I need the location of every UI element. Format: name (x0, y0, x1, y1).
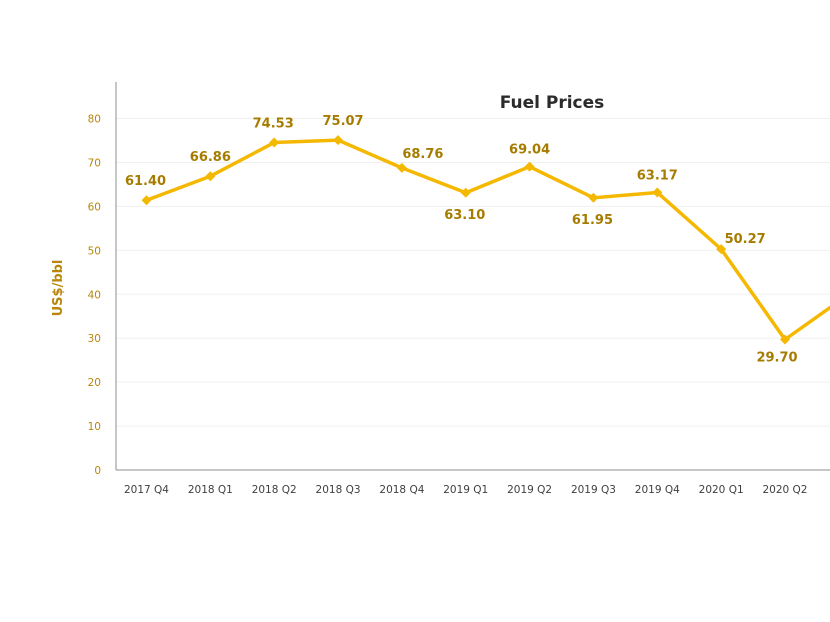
data-point-marker (716, 244, 727, 255)
data-point-marker (205, 171, 216, 182)
y-tick-label: 40 (88, 289, 101, 301)
x-tick-label: 2019 Q4 (635, 484, 680, 496)
data-label: 63.17 (637, 168, 678, 183)
series-group: 61.40 66.86 74.53 75.07 68.76 63.10 69.04 61.95… (125, 114, 830, 366)
data-label: 69.04 (509, 143, 550, 158)
y-tick-label: 30 (88, 333, 101, 345)
data-point-marker (524, 161, 535, 172)
data-point-marker (652, 187, 663, 198)
data-label: 66.86 (190, 150, 231, 165)
data-label: 74.53 (253, 117, 294, 132)
y-tick-label: 70 (88, 157, 101, 169)
series-line (145, 138, 830, 342)
data-point-marker (396, 162, 407, 173)
x-tick-label: 2019 Q2 (507, 484, 552, 496)
data-point-marker (141, 195, 152, 206)
x-tick-labels: 2017 Q4 2018 Q1 2018 Q2 2018 Q3 2018 Q4 2019 … (124, 484, 808, 496)
data-point-marker (780, 334, 790, 345)
data-label: 29.70 (756, 351, 797, 366)
x-tick-label: 2017 Q4 (124, 484, 169, 496)
x-tick-label: 2018 Q1 (188, 484, 233, 496)
y-axis-label: US$/bbl (51, 260, 66, 317)
x-tick-label: 2020 Q1 (699, 484, 744, 496)
x-tick-label: 2018 Q3 (316, 484, 361, 496)
data-label: 68.76 (402, 147, 443, 162)
data-label: 61.40 (125, 174, 166, 189)
y-tick-label: 0 (94, 465, 101, 477)
chart-title: Fuel Prices (500, 93, 605, 113)
x-tick-label: 2018 Q4 (379, 484, 424, 496)
y-tick-label: 10 (88, 421, 101, 433)
y-tick-label: 50 (88, 245, 101, 257)
data-point-marker (333, 135, 344, 146)
data-point-marker (460, 187, 471, 198)
x-tick-label: 2018 Q2 (252, 484, 297, 496)
y-tick-label: 20 (88, 377, 101, 389)
data-label: 63.10 (444, 208, 485, 223)
data-label: 50.27 (725, 232, 766, 247)
data-label: 75.07 (322, 114, 363, 129)
data-label: 61.95 (572, 213, 613, 228)
y-tick-label: 80 (88, 114, 101, 126)
y-tick-label: 60 (88, 201, 101, 213)
x-tick-label: 2019 Q1 (443, 484, 488, 496)
y-tick-labels: 0 10 20 30 40 50 60 70 80 (88, 114, 101, 478)
data-point-marker (269, 137, 280, 148)
x-tick-label: 2019 Q3 (571, 484, 616, 496)
data-point-marker (588, 192, 599, 203)
x-tick-label: 2020 Q2 (762, 484, 807, 496)
